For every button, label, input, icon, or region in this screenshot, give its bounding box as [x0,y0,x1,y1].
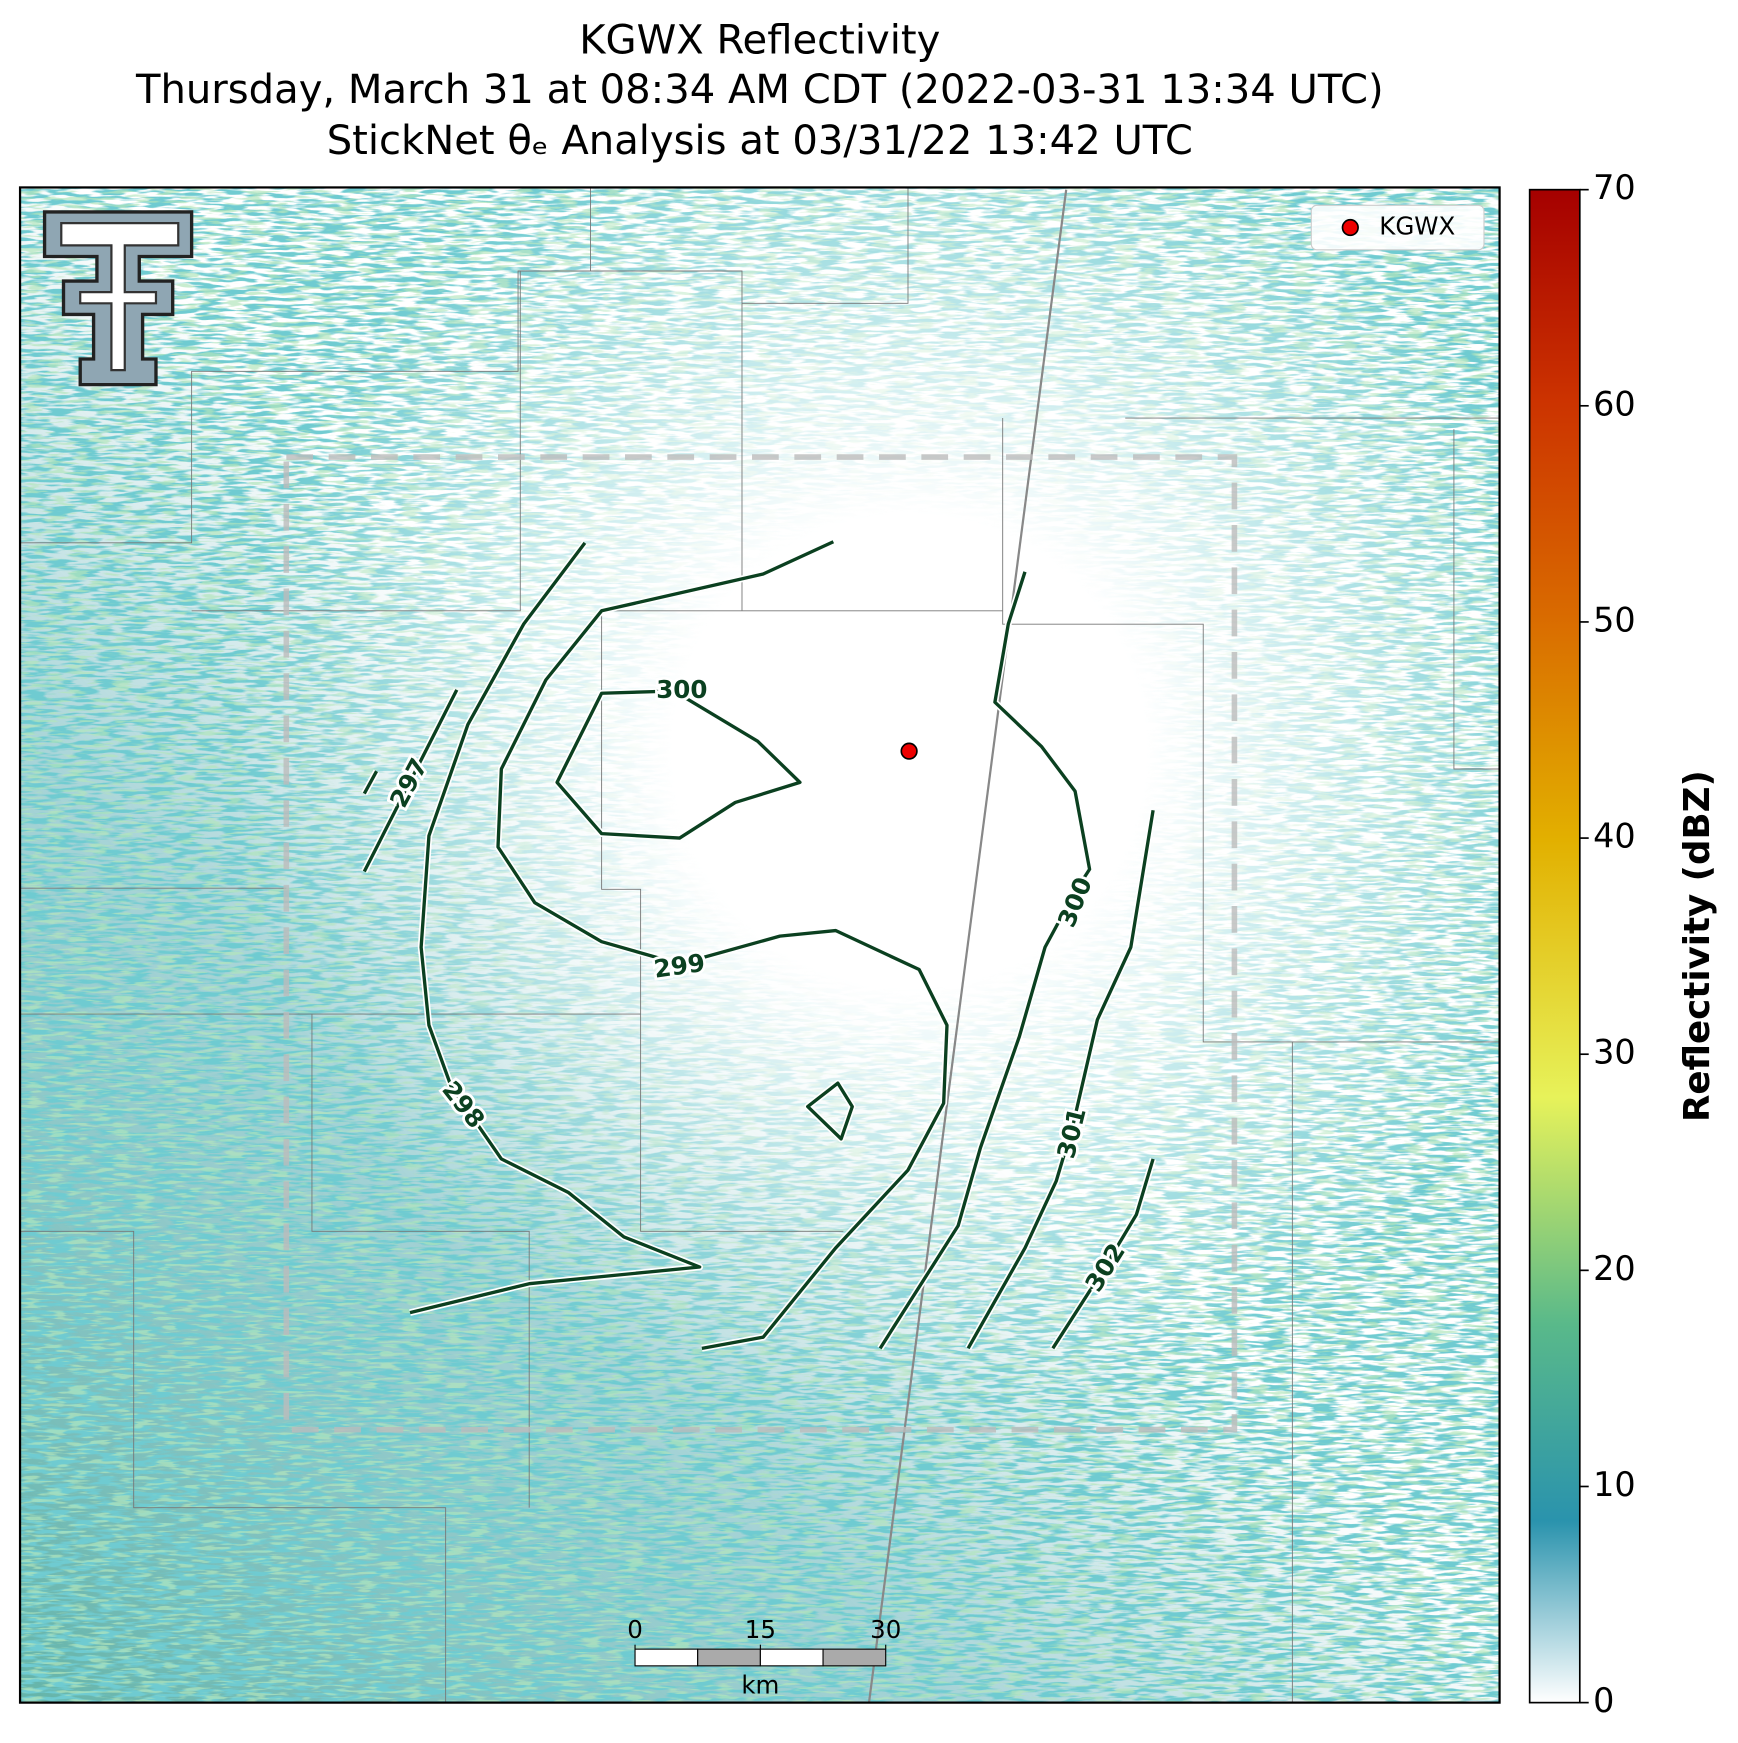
colorbar-tick-label: 70 [1593,168,1636,207]
contour-label: 300 [656,675,707,704]
title: KGWX Reflectivity Thursday, March 31 at … [135,18,1384,164]
analysis-domain [283,454,1238,1433]
scale-bar-label: 15 [745,1615,776,1644]
map-frame [18,186,1501,1704]
highway [867,189,1068,1703]
county-lines [20,187,1500,1703]
colorbar-tick-label: 40 [1593,817,1636,856]
scale-bar-label: 30 [870,1615,901,1644]
colorbar-label: Reflectivity (dBZ) [1677,770,1718,1122]
scale-bar-segment [822,1648,887,1667]
colorbar-tick-label: 10 [1593,1465,1636,1504]
scale-bar-segment [697,1648,761,1667]
reflectivity [20,187,1500,1703]
logo [42,210,194,387]
title-line: StickNet θₑ Analysis at 03/31/22 13:42 U… [327,118,1193,164]
colorbar-tick-label: 30 [1593,1033,1636,1072]
colorbar: Reflectivity (dBZ) 0 10 20 30 40 50 60 70 [1528,168,1718,1720]
scale-bar-label: 0 [627,1615,643,1644]
scale-bar: 0 15 30 km [627,1615,901,1700]
contour-label: 299 [652,948,707,984]
colorbar-tick-label: 50 [1593,600,1636,639]
colorbar-ramp [1528,188,1581,1704]
radar-site [900,742,918,760]
contour-line [362,540,1155,1350]
legend-label: KGWX [1379,212,1455,241]
title-line: KGWX Reflectivity [579,18,940,64]
legend-box [1310,204,1485,251]
colorbar-tick-label: 60 [1593,384,1636,423]
legend: KGWX [1310,204,1485,251]
scale-bar-unit: km [741,1671,779,1700]
scale-bar-segment [634,1648,699,1667]
colorbar-tick-label: 20 [1593,1249,1636,1288]
legend-marker [1341,218,1359,237]
title-line: Thursday, March 31 at 08:34 AM CDT (2022… [135,67,1384,113]
scale-bar-segment [759,1648,824,1667]
colorbar-tick-label: 0 [1593,1681,1614,1720]
